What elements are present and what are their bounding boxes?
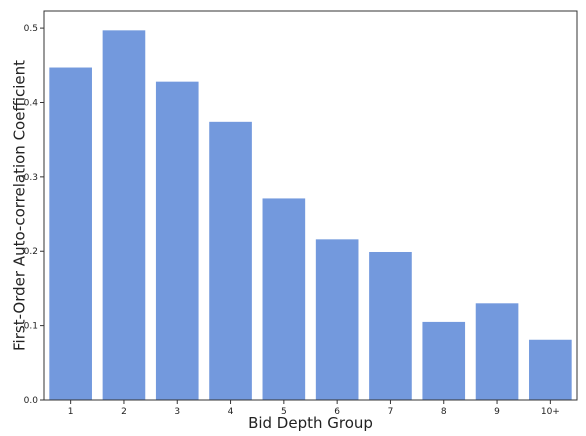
x-axis-label: Bid Depth Group — [248, 414, 373, 432]
bar-10+ — [529, 339, 572, 400]
bar-7 — [369, 251, 412, 400]
y-axis-label: First-Order Auto-correlation Coefficient — [11, 60, 29, 351]
x-tick-label: 3 — [174, 407, 180, 417]
y-tick-label: 0.4 — [24, 98, 39, 108]
x-tick-label: 5 — [281, 407, 287, 417]
bar-1 — [49, 67, 92, 400]
bar-9 — [475, 303, 519, 400]
y-tick-label: 0.1 — [24, 322, 38, 332]
x-tick-label: 1 — [68, 407, 74, 417]
x-tick-label: 2 — [121, 407, 127, 417]
x-tick-label: 6 — [334, 407, 340, 417]
bar-4 — [209, 121, 252, 400]
bar-3 — [155, 81, 199, 400]
plot-frame — [43, 10, 578, 401]
y-axis-ticks: 0.0 0.1 0.2 0.3 0.4 0.5 — [24, 24, 44, 406]
bars-group — [49, 30, 572, 401]
y-tick-label: 0.2 — [24, 247, 38, 257]
x-tick-label: 10+ — [541, 407, 560, 417]
bar-5 — [262, 198, 306, 400]
x-tick-label: 7 — [388, 407, 394, 417]
y-tick-label: 0.5 — [24, 24, 38, 34]
x-axis-ticks: 1 2 3 4 5 6 7 8 9 10+ — [68, 400, 560, 417]
bar-2 — [102, 30, 146, 401]
y-tick-label: 0.0 — [24, 396, 39, 406]
bar-6 — [315, 239, 359, 400]
x-tick-label: 4 — [228, 407, 234, 417]
bar-8 — [422, 321, 466, 400]
y-tick-label: 0.3 — [24, 173, 38, 183]
x-tick-label: 8 — [441, 407, 447, 417]
x-tick-label: 9 — [494, 407, 500, 417]
